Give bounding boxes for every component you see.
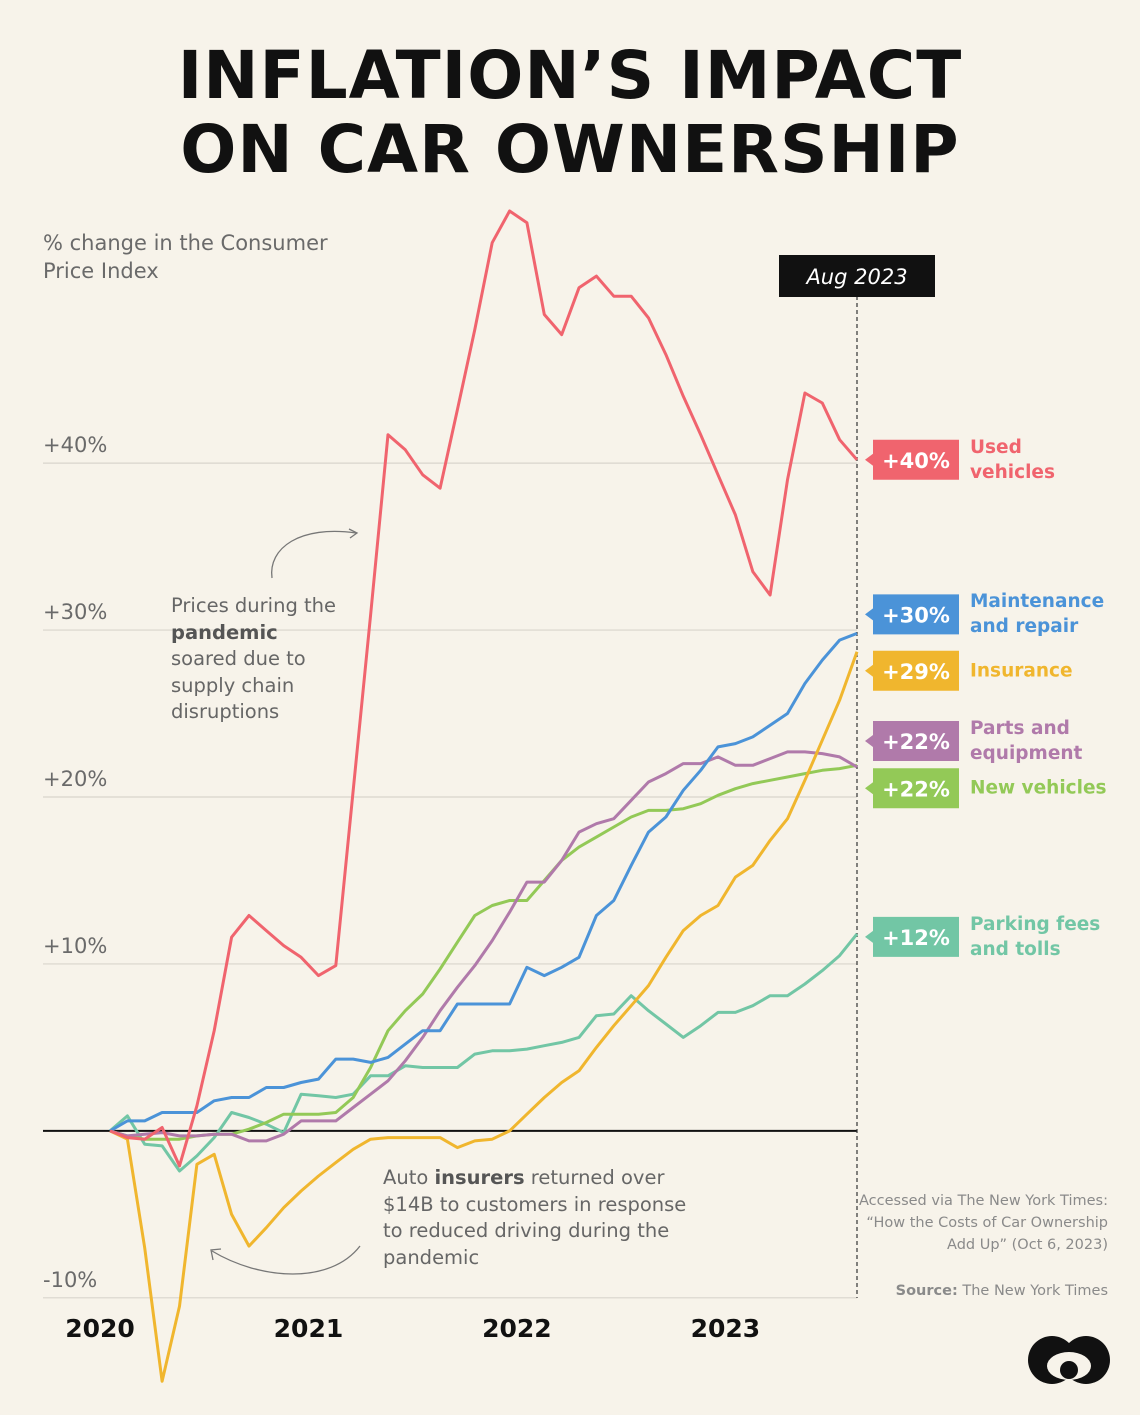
series-line (109, 763, 858, 1141)
annotation-text: Prices during the (171, 594, 337, 617)
x-tick-label: 2023 (691, 1314, 761, 1343)
annotation-text: returned over $14B to customers in respo… (383, 1166, 687, 1269)
logo (1028, 1336, 1110, 1384)
legend-entry: Parking fees and tolls (970, 913, 1101, 960)
x-tick-label: 2021 (274, 1314, 344, 1343)
title: INFLATION’S IMPACT (177, 37, 963, 114)
series-line (109, 651, 859, 1383)
y-axis-label: % change in the Consumer Price Index (43, 231, 328, 283)
label-badge (865, 720, 959, 761)
marker-box (779, 255, 935, 297)
arrow (211, 1245, 361, 1275)
value-label: +22% (882, 777, 950, 801)
legend-entry: New vehicles (970, 777, 1107, 799)
x-tick-label: 2022 (482, 1314, 552, 1343)
value-label: +30% (882, 603, 950, 627)
arrow-head (210, 1248, 222, 1261)
annotation-text: soared due to supply chain disruptions (171, 647, 306, 723)
value-label: +40% (882, 449, 950, 473)
value-label: +12% (882, 926, 950, 950)
legend-entry: Used vehicles (970, 436, 1055, 483)
annotation-text: insurers (434, 1166, 525, 1189)
title: ON CAR OWNERSHIP (180, 111, 960, 188)
note: Accessed via The New York Times: “How th… (859, 1193, 1108, 1253)
annotation-text: Auto (383, 1166, 435, 1189)
y-tick-label: +40% (43, 433, 107, 457)
series-line (109, 932, 859, 1173)
y-tick-label: +20% (43, 767, 107, 791)
arrow (271, 530, 357, 579)
label-badge (865, 916, 959, 957)
value-label: +22% (882, 730, 950, 754)
label-badge (865, 594, 959, 635)
source-text: The New York Times (957, 1283, 1108, 1299)
legend-entry: Maintenance and repair (970, 591, 1105, 638)
source-label: Source: (895, 1283, 958, 1299)
label-badge (865, 439, 959, 480)
legend-entry: Insurance (970, 660, 1073, 682)
value-label: +29% (882, 660, 950, 684)
legend-entry: Parts and equipment (970, 717, 1083, 764)
y-tick-label: -10% (43, 1268, 97, 1292)
annotation: Auto insurers returned over $14B to cust… (383, 1165, 708, 1271)
annotation: Prices during the pandemic soared due to… (171, 593, 341, 726)
annotation-text: pandemic (171, 620, 278, 644)
y-tick-label: +10% (43, 934, 107, 958)
arrow-head (348, 528, 359, 539)
label-badge (865, 768, 959, 809)
series-line (109, 632, 858, 1133)
label-badge (865, 650, 959, 691)
series-line (109, 209, 859, 1168)
source: Source: The New York Times (858, 1283, 1108, 1299)
x-tick-label: 2020 (65, 1314, 135, 1343)
marker-label: Aug 2023 (804, 265, 907, 289)
y-tick-label: +30% (43, 600, 107, 624)
series-line (109, 750, 858, 1143)
